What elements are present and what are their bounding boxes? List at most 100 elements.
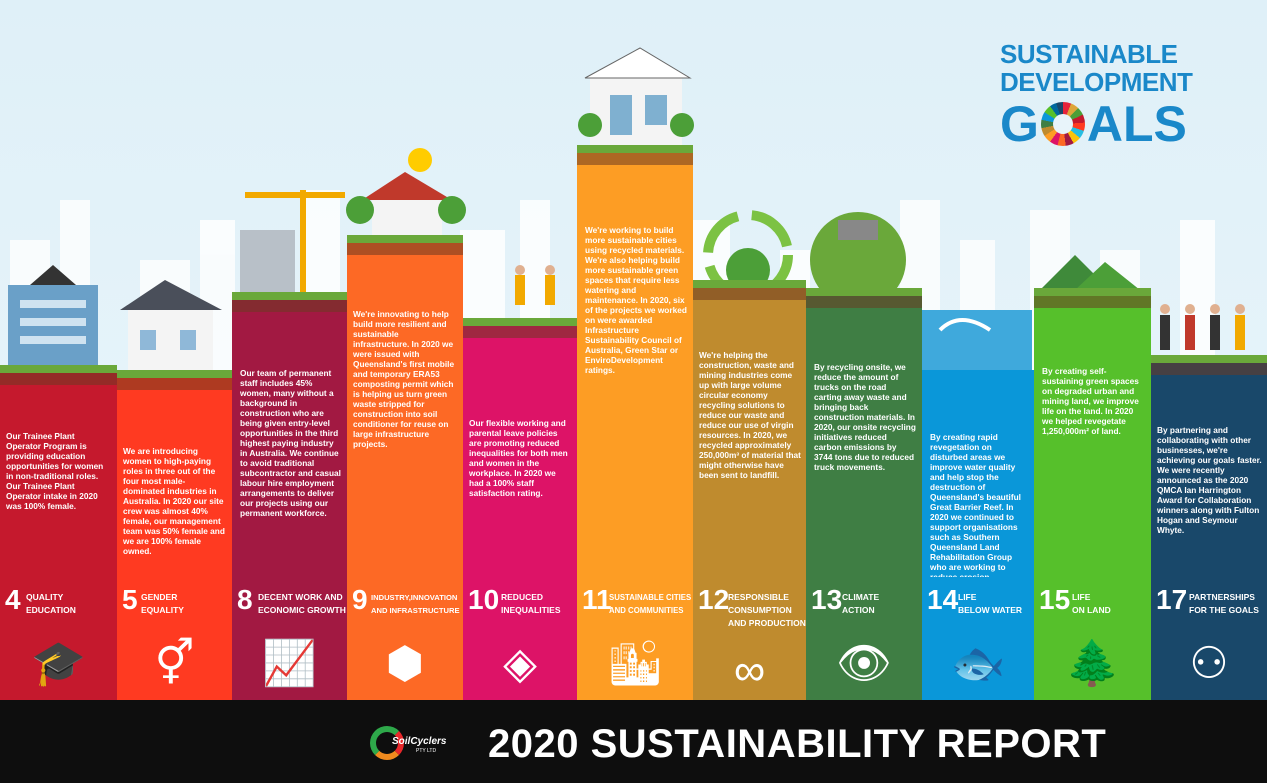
goal-number: 10 [468, 584, 500, 615]
city-buildings-icon: 🏙 [607, 639, 663, 688]
goal-number: 14 [927, 584, 959, 615]
goal-label: INDUSTRY,INNOVATION AND INFRASTRUCTURE [371, 593, 460, 615]
infinity-loop-icon: ∞ [733, 646, 766, 695]
school-building-icon [8, 265, 98, 365]
title-line-2: DEVELOPMENT [1000, 67, 1193, 97]
goal-number: 13 [811, 584, 843, 615]
title-g: G [1000, 96, 1039, 152]
column-text: We are introducing women to high-paying … [123, 446, 225, 556]
grass-strip [693, 280, 806, 288]
column-goal-15: By creating self-sustaining green spaces… [1034, 288, 1151, 577]
goal-tile-12: 12 RESPONSIBLE CONSUMPTION AND PRODUCTION … [693, 577, 806, 700]
grass-strip [0, 365, 117, 373]
goal-tile-4: 4 QUALITY EDUCATION 🎓 [0, 577, 117, 700]
logo-sub: PTY LTD [416, 748, 437, 754]
column-goal-12: We're helping the construction, waste an… [693, 280, 806, 577]
title-line-3: G ALS [1000, 98, 1210, 150]
illustrations [8, 47, 1245, 370]
sdg-wheel-icon [1040, 102, 1085, 146]
soil-strip [1034, 296, 1151, 308]
report-title: 2020 SUSTAINABILITY REPORT [488, 722, 1107, 766]
goal-tile-17: 17 PARTNERSHIPS FOR THE GOALS ⚇ [1151, 577, 1267, 700]
graduation-cap-icon: 🎓 [31, 639, 86, 688]
soil-strip [347, 243, 463, 255]
grass-strip [117, 370, 232, 378]
goal-tile-8: 8 DECENT WORK AND ECONOMIC GROWTH 📈 [232, 577, 347, 700]
column-goal-5: We are introducing women to high-paying … [117, 370, 232, 577]
growth-chart-icon: 📈 [262, 639, 317, 688]
column-text: We're innovating to help build more resi… [353, 309, 455, 449]
grass-strip [347, 235, 463, 243]
goal-number: 15 [1039, 584, 1071, 615]
column-text: By creating rapid revegetation on distur… [930, 432, 1021, 577]
column-goal-17: By partnering and collaborating with oth… [1151, 355, 1267, 577]
column-goal-9: We're innovating to help build more resi… [347, 235, 463, 577]
column-goal-13: By recycling onsite, we reduce the amoun… [806, 288, 922, 577]
soil-strip [232, 300, 347, 312]
goal-number: 17 [1156, 584, 1188, 615]
goal-number: 12 [698, 584, 730, 615]
fish-waves-icon: 🐟 [950, 639, 1006, 688]
goal-label: LIFE ON LAND [1072, 592, 1111, 615]
goal-tile-11: 11 SUSTAINABLE CITIES AND COMMUNITIES 🏙 [577, 577, 693, 700]
mountains-icon [1040, 255, 1140, 290]
logo-swirl-icon [370, 726, 404, 760]
grass-strip [1151, 355, 1267, 363]
goal-label: DECENT WORK AND ECONOMIC GROWTH [258, 592, 346, 615]
business-people-icon [1160, 304, 1245, 350]
soil-strip [577, 153, 693, 165]
goal-tile-5: 5 GENDER EQUALITY ⚥ [117, 577, 232, 700]
goal-label: CLIMATE ACTION [842, 592, 880, 615]
soil-strip [693, 288, 806, 300]
soil-strip [463, 326, 577, 338]
soilcyclers-logo: SoilCyclers PTY LTD [370, 720, 446, 766]
column-text: By creating self-sustaining green spaces… [1042, 366, 1139, 436]
column-text: Our flexible working and parental leave … [469, 418, 568, 498]
house-icon [120, 280, 222, 370]
soil-strip [806, 296, 922, 308]
inequality-arrows-icon: ◈ [503, 638, 537, 688]
soil-strip [1151, 363, 1267, 375]
tree-land-icon: 🌲 [1065, 639, 1120, 688]
goal-label: LIFE BELOW WATER [958, 592, 1023, 615]
goal-number: 11 [582, 584, 612, 615]
goal-label: QUALITY EDUCATION [26, 592, 76, 615]
grass-strip [232, 292, 347, 300]
goal-label: GENDER EQUALITY [141, 592, 184, 615]
goal-number: 4 [5, 584, 21, 615]
goal-number: 8 [237, 584, 253, 615]
goal-tile-15: 15 LIFE ON LAND 🌲 [1034, 577, 1151, 700]
soil-strip [117, 378, 232, 390]
column-text: By partnering and collaborating with oth… [1157, 425, 1262, 535]
cottage-icon [346, 148, 466, 238]
goal-tile-10: 10 REDUCED INEQUALITIES ◈ [463, 577, 577, 700]
partnership-people-icon: ⚇ [1189, 638, 1229, 688]
goal-number: 9 [352, 584, 368, 615]
soil-strip [0, 373, 117, 385]
goal-tile-9: 9 INDUSTRY,INNOVATION AND INFRASTRUCTURE … [347, 577, 463, 700]
column-goal-10: Our flexible working and parental leave … [463, 318, 577, 577]
globe-factory-icon [810, 212, 906, 308]
grass-strip [577, 145, 693, 153]
column-text: Our team of permanent staff includes 45%… [240, 368, 341, 518]
column-text: Our Trainee Plant Operator Program is pr… [6, 431, 104, 511]
ocean-dolphin-icon [922, 310, 1032, 370]
column-goal-14: By creating rapid revegetation on distur… [922, 370, 1034, 577]
gender-equality-icon: ⚥ [154, 638, 195, 688]
goal-label: RESPONSIBLE CONSUMPTION AND PRODUCTION [728, 592, 806, 628]
modern-house-icon [578, 47, 694, 145]
logo-brand: SoilCyclers [392, 736, 447, 747]
sdg-title: SUSTAINABLE DEVELOPMENT G ALS [1000, 40, 1210, 150]
goal-tile-13: 13 CLIMATE ACTION 👁 [806, 577, 922, 700]
infrastructure-cube-icon: ⬢ [385, 638, 425, 688]
grass-strip [463, 318, 577, 326]
title-als: ALS [1086, 96, 1187, 152]
goal-tile-14: 14 LIFE BELOW WATER 🐟 [922, 577, 1034, 700]
footer-bar: SoilCyclers PTY LTD 2020 SUSTAINABILITY … [0, 700, 1267, 783]
crane-icon [240, 190, 345, 295]
column-text: By recycling onsite, we reduce the amoun… [814, 362, 916, 472]
goal-label: REDUCED INEQUALITIES [501, 592, 561, 615]
column-goal-8: Our team of permanent staff includes 45%… [232, 292, 347, 577]
grass-strip [806, 288, 922, 296]
column-text: We're working to build more sustainable … [585, 225, 687, 375]
